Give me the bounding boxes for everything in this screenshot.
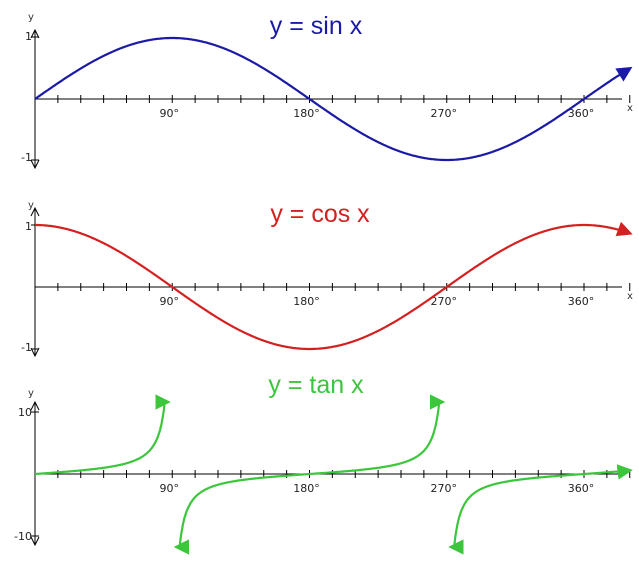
y-tick-label: -1 <box>21 341 32 354</box>
y-axis-arrow-up <box>30 28 40 39</box>
y-axis-arrow-up <box>30 400 40 411</box>
y-axis-arrow-down <box>30 536 40 547</box>
chart-title: y = cos x <box>270 200 370 228</box>
y-axis-arrow-up <box>30 206 40 217</box>
x-tick-label: 360° <box>568 107 595 120</box>
y-tick-label: -10 <box>14 530 32 543</box>
sin-curve-segment <box>34 36 633 162</box>
y-axis-arrow-down <box>30 347 40 358</box>
y-axis-arrow-down <box>30 159 40 170</box>
x-tick-label: 270° <box>431 295 458 308</box>
panel-cos: 90° 180° 270° 360° x 1 -1 y y = cos x <box>21 200 633 358</box>
y-tick-label: -1 <box>21 151 32 164</box>
chart-title: y = tan x <box>268 371 364 399</box>
x-axis-label: x <box>627 103 633 114</box>
y-tick-label: 1 <box>25 30 32 43</box>
y-tick-label: 10 <box>18 406 32 419</box>
x-tick-label: 180° <box>293 295 320 308</box>
cos-curve-segment <box>34 221 633 351</box>
x-tick-label: 180° <box>293 482 320 495</box>
y-axis-label: y <box>28 12 34 23</box>
y-axis-label: y <box>28 388 34 399</box>
x-tick-label: 270° <box>431 482 458 495</box>
x-tick-label: 90° <box>160 295 180 308</box>
x-tick-label: 90° <box>160 107 180 120</box>
x-tick-label: 270° <box>431 107 458 120</box>
tan-curve-segment <box>34 394 171 476</box>
tan-curve-segment <box>448 464 633 555</box>
y-tick-label: 1 <box>25 220 32 233</box>
x-tick-label: 360° <box>568 295 595 308</box>
x-tick-label: 90° <box>160 482 180 495</box>
y-axis-label: y <box>28 200 34 211</box>
panel-tan: 90° 180° 270° 360° 10 -10 y y = tan x <box>14 371 633 555</box>
x-axis-label: x <box>627 291 633 302</box>
x-tick-label: 360° <box>568 482 595 495</box>
x-tick-label: 180° <box>293 107 320 120</box>
chart-title: y = sin x <box>270 12 363 40</box>
panel-sin: 90° 180° 270° 360° x 1 -1 y y = sin x <box>21 12 633 170</box>
tan-curve-segment <box>173 394 446 555</box>
